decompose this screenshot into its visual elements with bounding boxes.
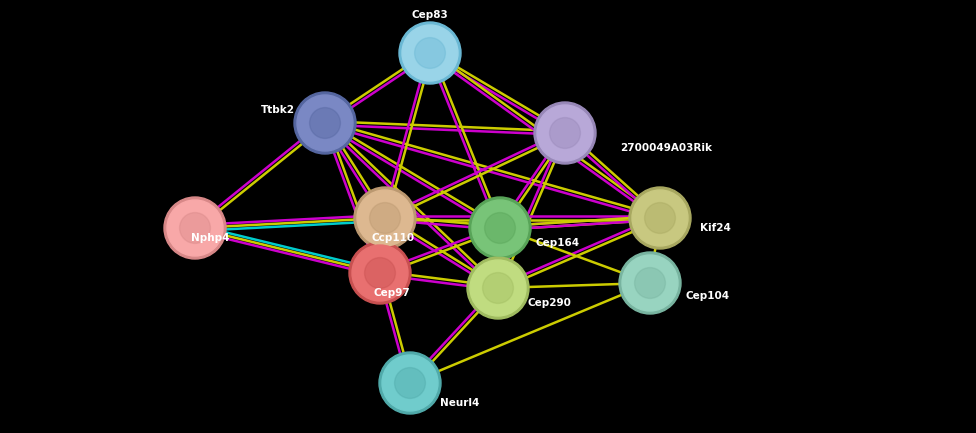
Circle shape xyxy=(394,368,426,398)
Circle shape xyxy=(352,245,408,301)
Circle shape xyxy=(180,213,211,243)
Circle shape xyxy=(534,102,596,164)
Circle shape xyxy=(619,252,681,314)
Circle shape xyxy=(549,118,581,149)
Circle shape xyxy=(349,242,411,304)
Circle shape xyxy=(365,258,395,288)
Circle shape xyxy=(467,257,529,319)
Circle shape xyxy=(622,255,678,311)
Text: Cep97: Cep97 xyxy=(373,288,410,298)
Circle shape xyxy=(167,200,223,256)
Text: Kif24: Kif24 xyxy=(700,223,731,233)
Circle shape xyxy=(399,22,461,84)
Circle shape xyxy=(297,95,353,151)
Circle shape xyxy=(470,260,526,316)
Circle shape xyxy=(629,187,691,249)
Circle shape xyxy=(370,203,400,233)
Text: Cep104: Cep104 xyxy=(685,291,729,301)
Circle shape xyxy=(354,187,416,249)
Text: 2700049A03Rik: 2700049A03Rik xyxy=(620,143,712,153)
Circle shape xyxy=(294,92,356,154)
Text: Cep290: Cep290 xyxy=(528,298,572,308)
Circle shape xyxy=(402,25,458,81)
Text: Cep83: Cep83 xyxy=(412,10,448,20)
Text: Ttbk2: Ttbk2 xyxy=(261,105,295,115)
Text: Nphp4: Nphp4 xyxy=(191,233,230,243)
Circle shape xyxy=(164,197,226,259)
Circle shape xyxy=(485,213,515,243)
Text: Ccp110: Ccp110 xyxy=(372,233,415,243)
Circle shape xyxy=(632,190,688,246)
Circle shape xyxy=(379,352,441,414)
Circle shape xyxy=(382,355,438,411)
Circle shape xyxy=(469,197,531,259)
Circle shape xyxy=(415,38,445,68)
Circle shape xyxy=(537,105,593,161)
Circle shape xyxy=(634,268,666,298)
Circle shape xyxy=(644,203,675,233)
Circle shape xyxy=(309,107,341,139)
Circle shape xyxy=(357,190,413,246)
Circle shape xyxy=(472,200,528,256)
Circle shape xyxy=(482,273,513,304)
Text: Cep164: Cep164 xyxy=(535,238,579,248)
Text: Neurl4: Neurl4 xyxy=(440,398,479,408)
